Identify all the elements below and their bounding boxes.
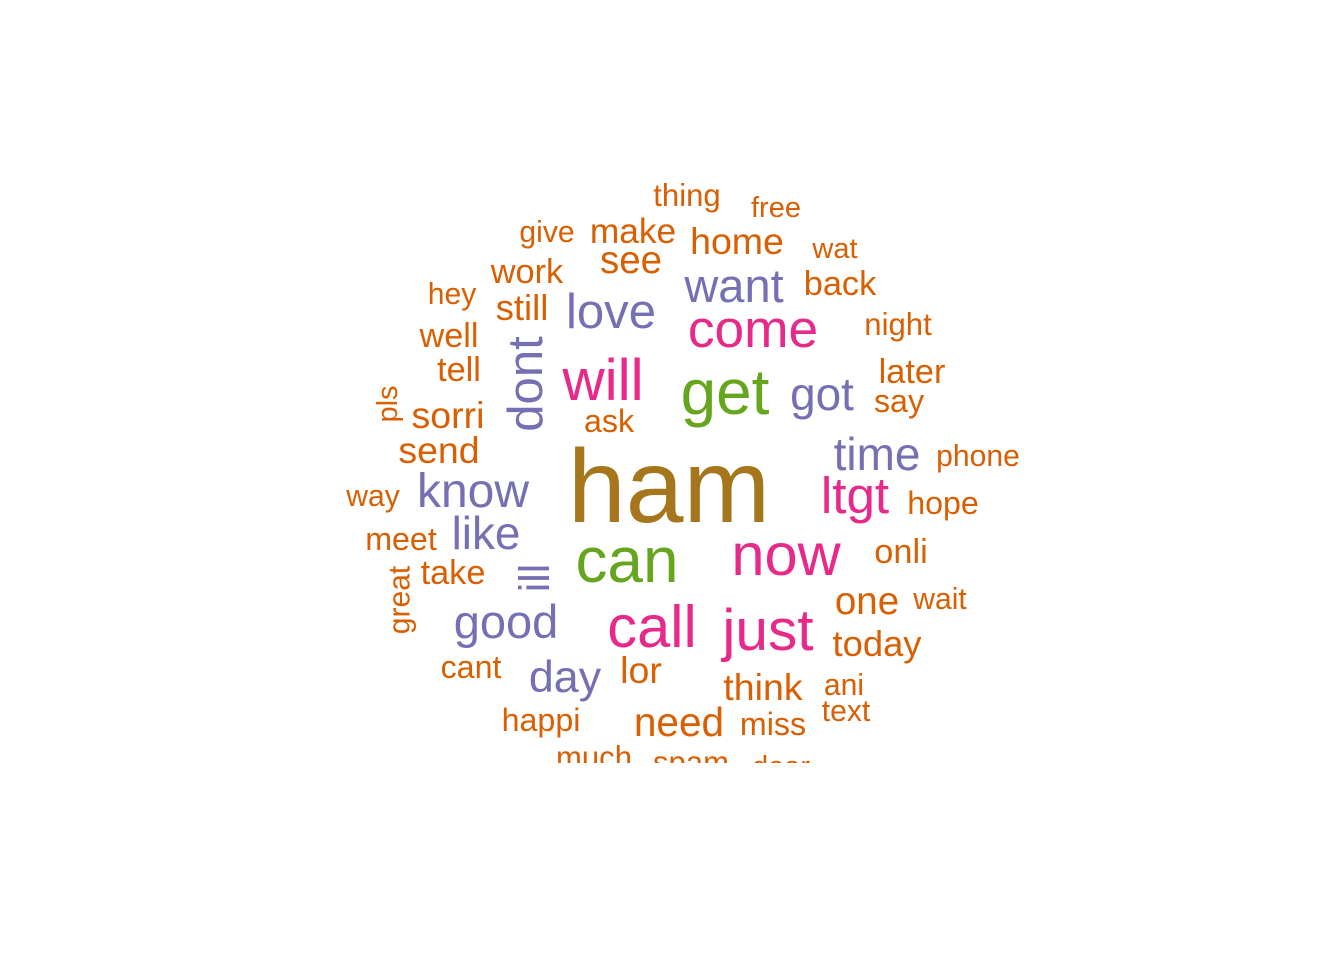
word-make: make (590, 212, 676, 251)
word-day: day (529, 652, 602, 702)
word-cant: cant (441, 649, 502, 685)
word-spam: spam (653, 745, 729, 780)
word-got: got (790, 368, 854, 420)
word-home: home (690, 220, 784, 262)
word-get: get (681, 356, 770, 428)
word-free: free (751, 192, 801, 224)
word-come: come (688, 300, 818, 359)
word-love: love (566, 285, 656, 339)
word-good: good (454, 595, 559, 648)
word-dear: dear (752, 751, 810, 783)
word-wait: wait (912, 583, 967, 616)
word-take: take (421, 554, 486, 592)
word-just: just (720, 598, 813, 663)
word-one: one (835, 580, 899, 623)
word-call: call (607, 593, 696, 660)
word-hey: hey (428, 278, 477, 311)
word-onli: onli (874, 533, 927, 571)
word-great: great (384, 565, 417, 634)
word-send: send (398, 429, 479, 471)
word-meet: meet (365, 521, 437, 557)
word-time: time (834, 428, 921, 480)
word-can: can (575, 524, 678, 596)
word-like: like (452, 507, 521, 559)
word-well: well (418, 317, 478, 355)
word-hope: hope (907, 485, 979, 521)
word-ill: ill (511, 564, 559, 592)
word-still: still (496, 287, 549, 328)
word-pls: pls (372, 385, 404, 422)
word-ask: ask (584, 403, 635, 439)
word-text: text (822, 695, 871, 728)
word-need: need (634, 699, 724, 745)
word-sorri: sorri (412, 394, 485, 436)
word-wat: wat (811, 233, 857, 265)
word-give: give (519, 216, 574, 249)
word-back: back (804, 265, 877, 303)
word-tell: tell (437, 351, 481, 389)
word-night: night (864, 307, 932, 342)
word-today: today (832, 623, 922, 664)
word-know: know (417, 465, 529, 518)
word-much: much (556, 740, 632, 775)
word-lor: lor (620, 649, 662, 691)
word-say: say (874, 383, 925, 419)
word-miss: miss (740, 706, 806, 742)
word-ham: ham (568, 429, 770, 545)
word-work: work (490, 253, 564, 291)
word-phone: phone (936, 440, 1020, 473)
word-dont: dont (499, 336, 553, 432)
word-way: way (345, 480, 400, 513)
word-happi: happi (502, 702, 581, 738)
word-ltgt: ltgt (821, 467, 889, 524)
word-want: want (683, 259, 783, 312)
word-will: will (561, 348, 643, 413)
word-thing: thing (653, 178, 720, 213)
word-later: later (879, 353, 946, 391)
word-see: see (600, 239, 662, 282)
word-ani: ani (824, 669, 864, 702)
word-now: now (731, 521, 841, 588)
word-think: think (723, 666, 802, 708)
